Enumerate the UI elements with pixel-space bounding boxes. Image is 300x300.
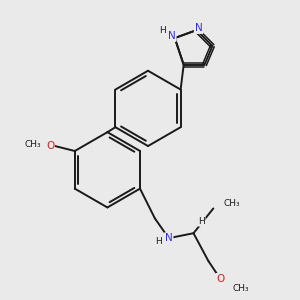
Text: N: N [168,31,176,41]
Text: CH₃: CH₃ [223,199,240,208]
Text: CH₃: CH₃ [232,284,249,293]
Text: O: O [216,274,224,284]
Text: O: O [46,141,54,151]
Text: H: H [155,237,162,246]
Text: H: H [198,217,205,226]
Text: N: N [165,233,172,243]
Text: N: N [195,23,203,33]
Text: H: H [160,26,166,34]
Text: CH₃: CH₃ [25,140,41,148]
